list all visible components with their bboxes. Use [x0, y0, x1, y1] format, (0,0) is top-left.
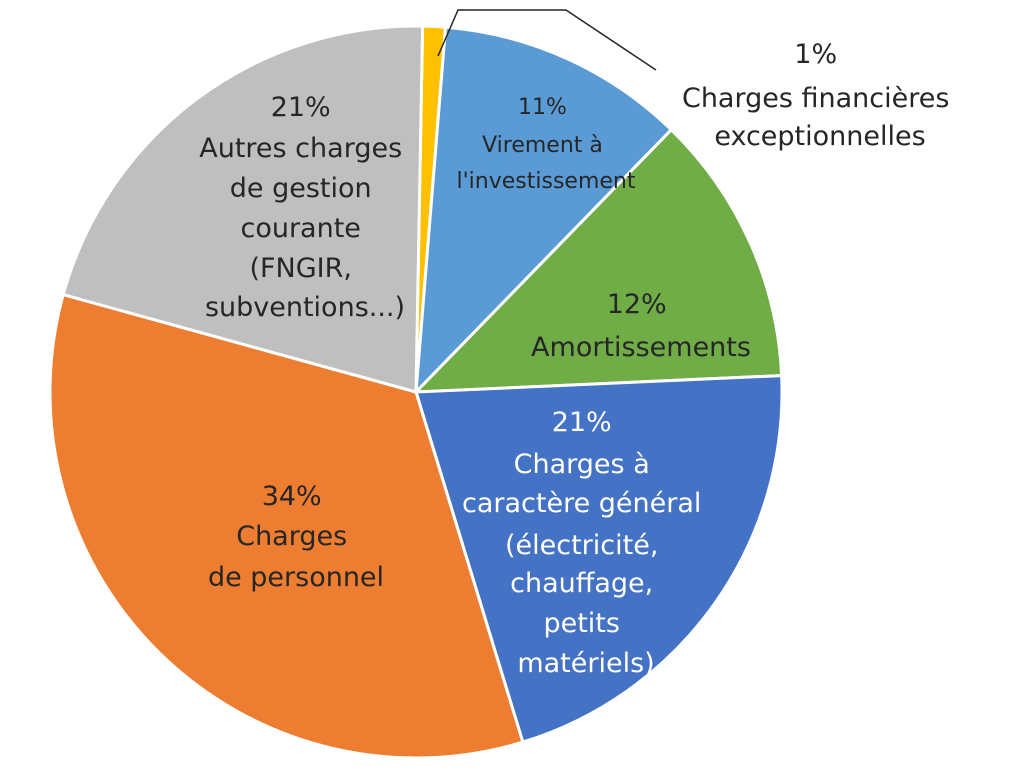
label-charges-personnel: 34% Charges de personnel [208, 481, 384, 593]
label-amortissements-line1: Amortissements [531, 332, 751, 363]
label-charges-generales-line2: caractère général [462, 488, 701, 519]
label-charges-personnel-line1: Charges [236, 521, 347, 552]
label-autres-charges-line2: de gestion [230, 173, 372, 204]
label-autres-charges: 21% Autres charges de gestion courante (… [199, 92, 410, 323]
slice-charges-generales [414, 374, 784, 744]
label-charges-financieres-line2: exceptionnelles [714, 121, 925, 152]
label-charges-financieres: 1% Charges financières exceptionnelles [682, 39, 958, 152]
slice-amortissements [412, 127, 784, 394]
slice-virement [414, 25, 674, 397]
slice-charges-personnel [48, 292, 525, 760]
label-virement-pct: 11% [518, 95, 567, 120]
label-autres-charges-line4: (FNGIR, [249, 253, 352, 284]
label-charges-generales-line1: Charges à [514, 449, 650, 480]
label-virement-line1: Virement à [482, 133, 603, 158]
label-charges-generales-pct: 21% [552, 407, 612, 438]
label-virement: 11% Virement à l'investissement [457, 95, 636, 194]
label-charges-personnel-pct: 34% [262, 481, 322, 512]
label-charges-generales-line6: matériels) [517, 648, 654, 679]
label-charges-financieres-pct: 1% [794, 39, 837, 70]
label-charges-personnel-line2: de personnel [208, 562, 384, 593]
leader-line-charges-financieres [437, 9, 657, 71]
label-charges-financieres-line1: Charges financières [682, 83, 949, 114]
label-charges-generales: 21% Charges à caractère général (électri… [462, 407, 710, 679]
label-autres-charges-pct: 21% [271, 92, 331, 123]
label-amortissements-pct: 12% [607, 289, 667, 320]
label-autres-charges-line1: Autres charges [199, 133, 402, 164]
label-amortissements: 12% Amortissements [531, 289, 751, 363]
label-charges-generales-line5: petits [543, 608, 620, 639]
label-virement-line2: l'investissement [457, 169, 636, 194]
pie-slices [48, 24, 784, 760]
label-autres-charges-line3: courante [240, 213, 360, 244]
leader-lines [437, 9, 657, 71]
slice-autres-charges [61, 24, 425, 394]
label-autres-charges-line5: subventions...) [205, 292, 405, 323]
label-charges-generales-line3: (électricité, [505, 530, 658, 561]
label-charges-generales-line4: chauffage, [510, 568, 653, 599]
